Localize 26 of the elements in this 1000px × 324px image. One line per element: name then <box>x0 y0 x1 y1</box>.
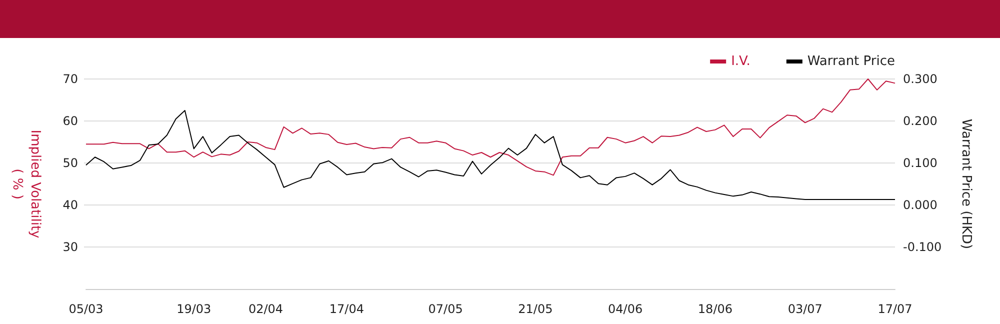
line-series <box>86 110 896 200</box>
x-tick-label: 03/07 <box>788 302 822 316</box>
y2-axis-title: Warrant Price (HKD) <box>958 118 974 250</box>
y-tick-label: 40 <box>62 198 78 212</box>
legend-label: I.V. <box>731 54 750 69</box>
x-tick-label: 17/07 <box>878 302 912 316</box>
y-tick-label: 70 <box>62 72 78 86</box>
y2-tick-label: 0.100 <box>903 156 938 170</box>
x-tick-label: 07/05 <box>428 302 463 316</box>
y2-tick-label: -0.100 <box>903 240 942 254</box>
line-series <box>86 78 896 176</box>
y2-tick-label: 0.000 <box>903 198 938 212</box>
legend-label: Warrant Price <box>807 54 896 69</box>
x-tick-label: 21/05 <box>518 302 553 316</box>
x-tick-label: 04/06 <box>608 302 643 316</box>
y-axis-title: Implied Volatility ( % ) <box>10 130 42 239</box>
x-tick-label: 02/04 <box>248 302 284 316</box>
x-tick-label: 17/04 <box>329 302 364 316</box>
y2-tick-label: 0.300 <box>903 72 938 86</box>
x-tick-label: 18/06 <box>698 302 733 316</box>
y2-tick-label: 0.200 <box>903 114 938 128</box>
y-tick-label: 30 <box>62 240 78 254</box>
y-tick-label: 50 <box>62 156 78 170</box>
x-tick-label: 19/03 <box>176 302 212 316</box>
y-tick-label: 60 <box>62 114 78 128</box>
x-tick-label: 05/03 <box>68 302 104 316</box>
